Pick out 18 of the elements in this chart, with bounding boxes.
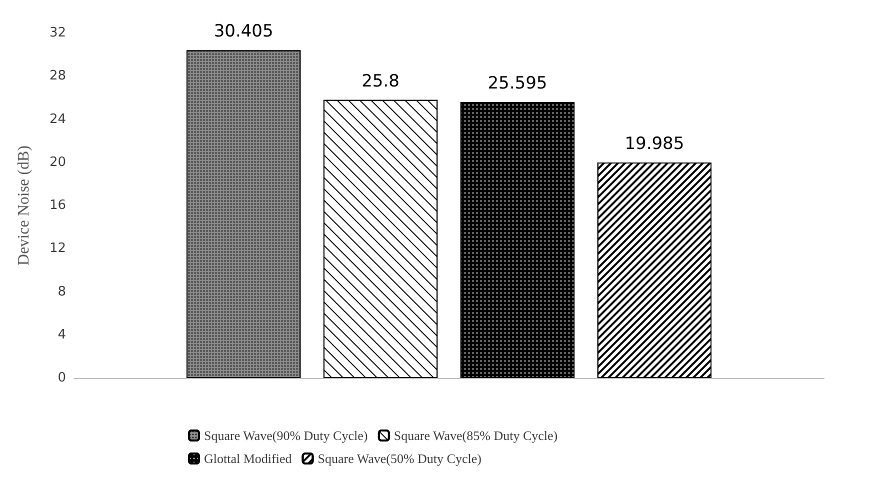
legend-label: Square Wave(85% Duty Cycle) bbox=[394, 428, 558, 443]
y-tick-label: 20 bbox=[49, 154, 66, 170]
data-label: 30.405 bbox=[214, 22, 274, 42]
data-label: 25.595 bbox=[488, 74, 548, 94]
y-tick-label: 28 bbox=[49, 68, 66, 84]
y-tick-label: 4 bbox=[58, 327, 66, 342]
legend-label: Square Wave(90% Duty Cycle) bbox=[204, 428, 368, 443]
y-tick-label: 16 bbox=[49, 198, 66, 213]
y-tick-label: 0 bbox=[58, 370, 66, 386]
data-label: 19.985 bbox=[624, 134, 684, 154]
y-axis-title: Device Noise (dB) bbox=[16, 146, 32, 266]
legend-label: Glottal Modified bbox=[204, 451, 292, 466]
data-label: 25.8 bbox=[362, 71, 400, 92]
y-tick-label: 12 bbox=[49, 241, 66, 256]
y-tick-label: 24 bbox=[49, 112, 66, 127]
legend-label: Square Wave(50% Duty Cycle) bbox=[318, 451, 482, 466]
y-tick-label: 32 bbox=[49, 26, 66, 40]
y-tick-label: 8 bbox=[58, 284, 66, 300]
